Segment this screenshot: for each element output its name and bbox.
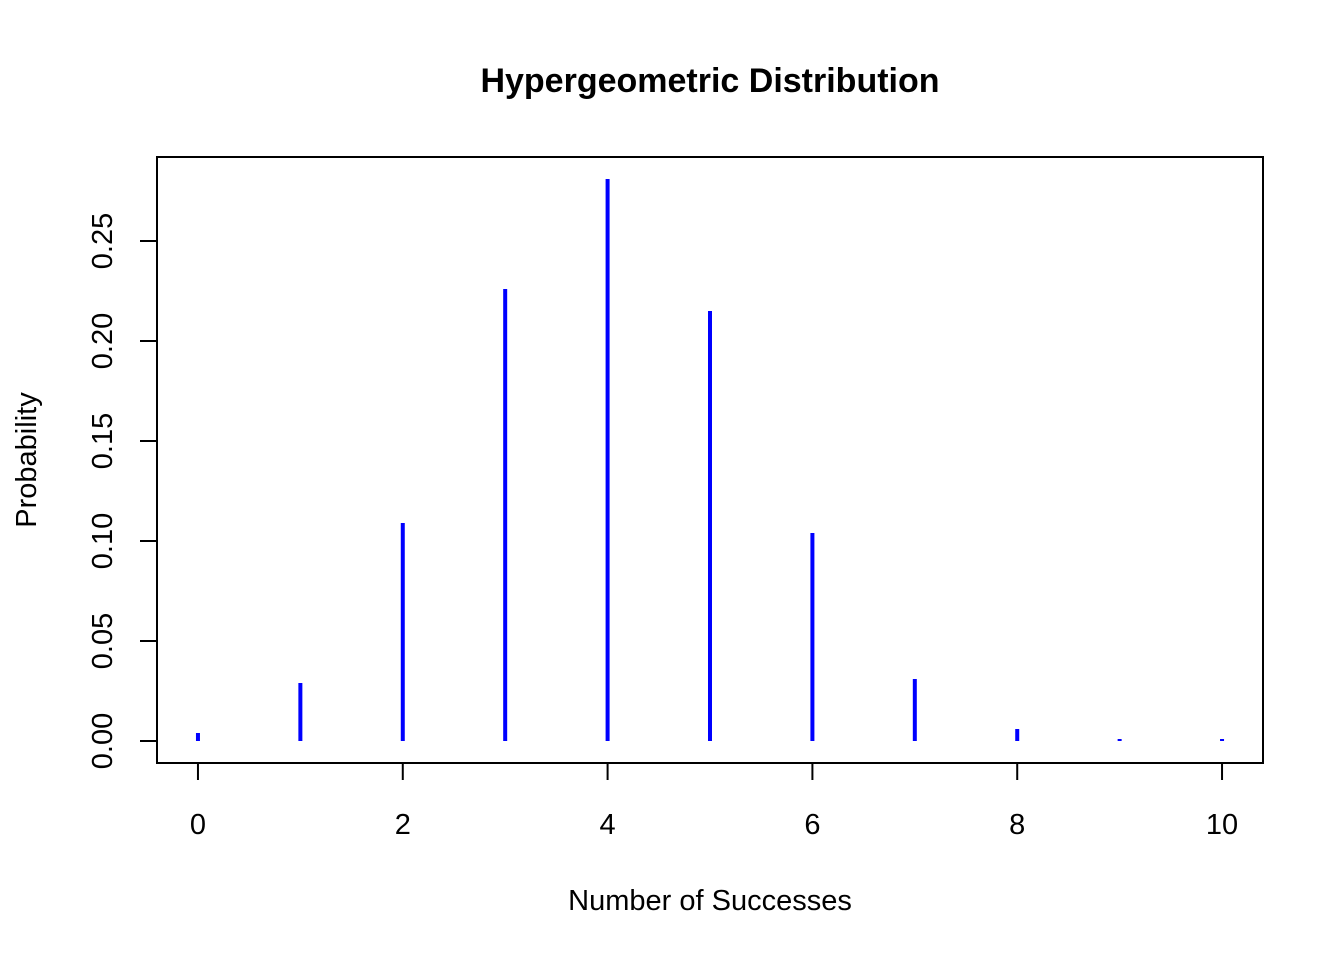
x-tick-label-6: 6 bbox=[804, 809, 820, 841]
y-tick-label-0.10: 0.10 bbox=[87, 513, 119, 569]
x-tick-label-2: 2 bbox=[395, 809, 411, 841]
x-tick-label-4: 4 bbox=[600, 809, 616, 841]
y-tick-label-0.25: 0.25 bbox=[87, 213, 119, 269]
y-tick-label-0.00: 0.00 bbox=[87, 713, 119, 769]
x-tick-label-10: 10 bbox=[1206, 809, 1238, 841]
x-tick-label-0: 0 bbox=[190, 809, 206, 841]
x-axis-title: Number of Successes bbox=[568, 885, 852, 917]
x-tick-label-8: 8 bbox=[1009, 809, 1025, 841]
y-tick-label-0.15: 0.15 bbox=[87, 413, 119, 469]
y-axis-title: Probability bbox=[11, 392, 43, 528]
chart-title: Hypergeometric Distribution bbox=[480, 62, 939, 100]
y-tick-label-0.05: 0.05 bbox=[87, 613, 119, 669]
plot-frame bbox=[156, 156, 1264, 764]
y-tick-label-0.20: 0.20 bbox=[87, 313, 119, 369]
probability-stems bbox=[195, 179, 1225, 741]
